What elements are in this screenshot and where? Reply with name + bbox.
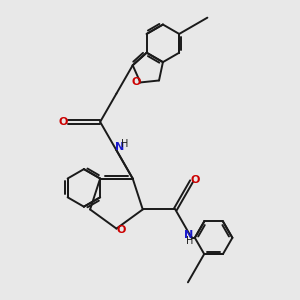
Text: H: H xyxy=(121,139,128,149)
Text: N: N xyxy=(115,142,124,152)
Text: O: O xyxy=(190,175,200,184)
Text: O: O xyxy=(117,225,126,235)
Text: H: H xyxy=(186,236,194,246)
Text: N: N xyxy=(184,230,194,239)
Text: O: O xyxy=(132,77,141,87)
Text: O: O xyxy=(58,117,68,127)
